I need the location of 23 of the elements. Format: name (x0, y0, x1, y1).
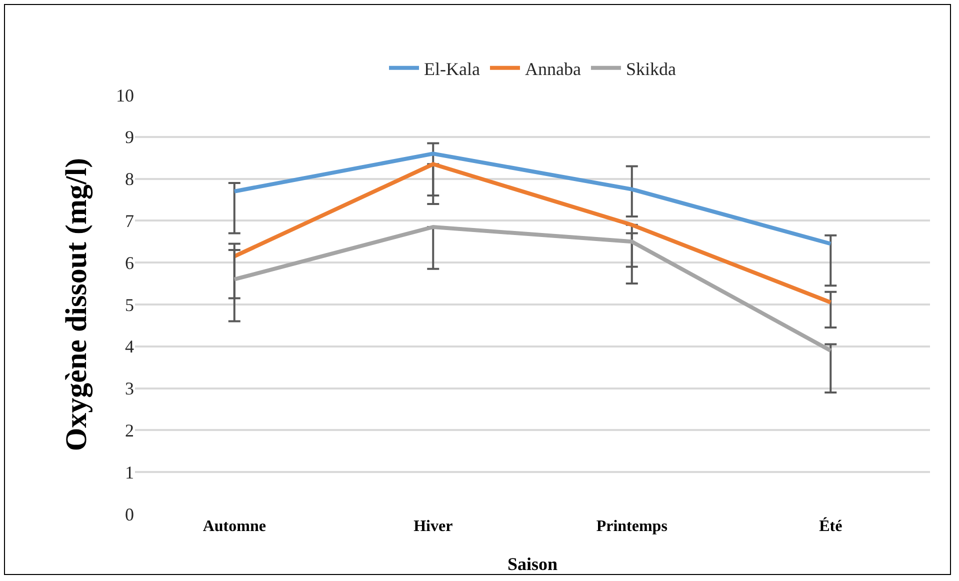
legend-label: El-Kala (424, 58, 480, 79)
chart-frame: Automne Hiver Printemps Été 0 1 2 3 4 5 6 7 8 9 10 El-Kala Annaba Skikda Saison Oxygène dissout (mg/l) (4, 4, 951, 575)
y-tick-label: 3 (125, 378, 134, 399)
x-axis-title: Saison (507, 554, 558, 574)
x-tick-label: Été (819, 517, 842, 535)
y-tick-label: 10 (116, 85, 134, 106)
y-tick-label: 6 (125, 252, 134, 273)
y-axis-title: Oxygène dissout (mg/l) (60, 158, 93, 452)
x-tick-label: Printemps (596, 518, 668, 535)
legend-label: Annaba (524, 58, 581, 79)
y-tick-label: 4 (125, 336, 134, 357)
y-tick-label: 2 (125, 420, 134, 440)
line-series (232, 152, 833, 246)
x-tick-label: Automne (202, 518, 266, 535)
x-tick-label: Hiver (414, 518, 453, 535)
y-tick-label: 0 (125, 504, 134, 524)
y-tick-label: 7 (125, 211, 134, 231)
y-tick-label: 8 (125, 169, 134, 190)
y-tick-label: 5 (125, 294, 134, 315)
y-tick-label: 1 (125, 462, 134, 482)
legend-label: Skikda (626, 58, 676, 79)
y-tick-label: 9 (125, 127, 134, 148)
line-series (232, 224, 833, 353)
